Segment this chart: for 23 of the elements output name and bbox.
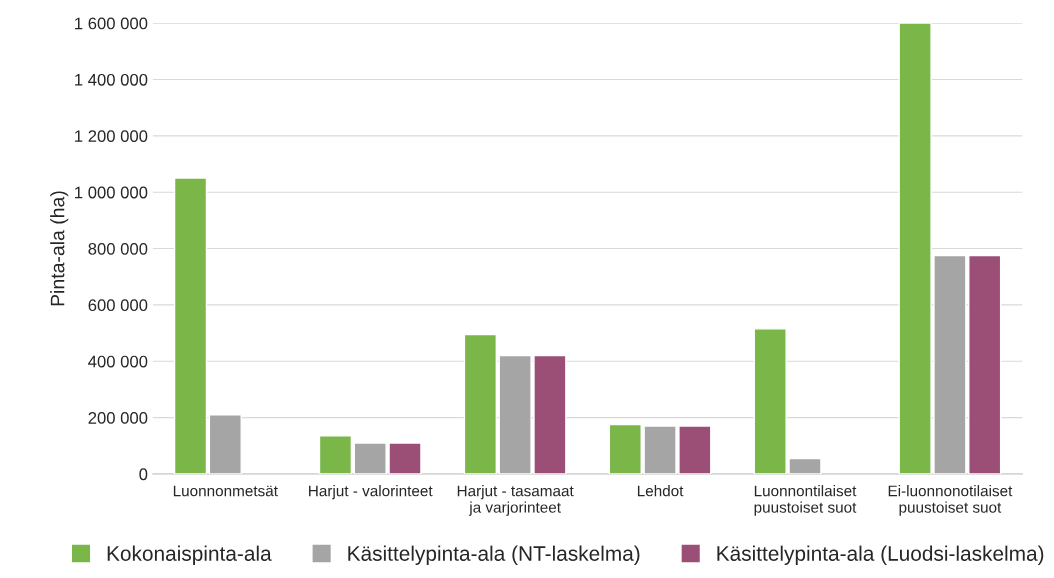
y-axis-title: Pinta-ala (ha) [50,191,69,306]
legend-label: Kokonaispinta-ala [107,545,272,566]
y-tick-label: 1 400 000 [75,73,148,86]
x-tick-label: Harjut - tasamaat ja varjorinteet [457,485,574,516]
y-tick-label: 200 000 [88,412,148,424]
bar [173,177,208,474]
legend-label: Käsittelypinta-ala (NT-laskelma) [348,545,640,566]
bar [463,333,497,474]
y-tick-label: 600 000 [88,299,148,312]
y-tick-label: 800 000 [88,242,148,255]
y-tick-label: 1 200 000 [75,130,148,143]
y-tick-label: 400 000 [88,355,148,368]
x-tick-label: Luonnontilaiset puustoiset suot [754,485,857,516]
legend-label: Käsittelypinta-ala (Luodsi-laskelma) [717,545,1044,566]
bar [208,414,242,474]
x-tick-label: Harjut - valorinteet [309,485,433,500]
bar [318,435,353,474]
y-tick-label: 1 600 000 [75,17,148,30]
y-tick-label: 0 [139,468,148,481]
y-tick-label: 1 000 000 [75,186,148,199]
x-tick-label: Luonnonmetsät [173,485,278,497]
x-tick-label: Ei-luonnonotilaiset puustoiset suot [888,485,1013,516]
x-tick-label: Lehdot [637,485,684,497]
